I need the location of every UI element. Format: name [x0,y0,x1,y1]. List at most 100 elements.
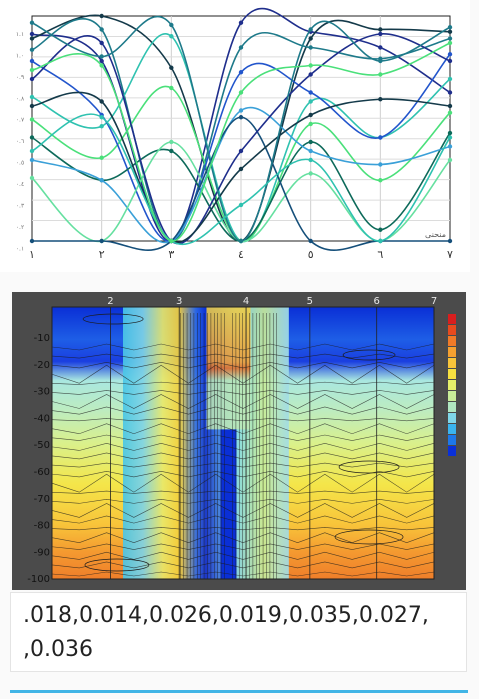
series-point [447,58,453,64]
series-point [447,25,453,30]
series-point [238,45,244,50]
heatmap-x-tick-label: 3 [176,296,182,307]
contour-line [51,571,435,577]
series-point [238,166,244,172]
heatmap-y-tick-label: -90 [34,547,50,558]
series-point [238,238,244,244]
heatmap-y-tick-label: -80 [34,521,50,532]
contour-ring [342,349,396,361]
heatmap-hotspot [206,307,251,430]
series-point [169,148,174,154]
legend-swatch [448,380,456,390]
contour-line [51,364,435,384]
series-point [378,97,383,102]
series-point [29,135,35,140]
series-point [238,115,244,120]
series-point [378,45,383,50]
series-point [378,27,383,32]
series-point [99,115,104,120]
series-point [99,155,104,160]
contour-line [51,499,435,504]
series-point [99,13,104,19]
series-point [308,148,313,154]
series-point [378,31,383,37]
series-point [447,76,453,82]
legend-swatch [448,391,456,401]
legend-swatch [448,314,456,324]
heatmap-x-tick-label: 5 [307,296,313,307]
contour-line [51,503,435,518]
legend-swatch [448,446,456,456]
series-point [447,238,453,244]
legend-swatch [448,435,456,445]
series-point [29,76,35,82]
contour-ring [334,529,404,545]
series-point [308,45,313,50]
x-tick-label: ٣ [168,248,174,261]
x-tick-label: ٤ [238,248,244,261]
series-line [31,7,451,242]
series-point [99,178,104,183]
series-point [99,63,104,68]
heatmap-y-tick-label: -40 [34,413,50,424]
series-point [99,54,104,59]
contour-line [51,353,435,359]
y-tick-label: ٠.٤ [16,181,24,188]
heatmap-x-tick-label: 7 [431,296,437,307]
series-point [29,157,35,163]
contour-ring [82,313,144,325]
series-point [99,99,104,104]
series-point [29,31,35,37]
series-point [169,34,174,39]
series-point [169,85,174,91]
series-point [99,58,104,64]
contour-line [51,515,435,524]
series-point [29,20,35,25]
x-tick-label: ٥ [308,248,314,261]
x-tick-label: ٢ [99,248,105,261]
contour-line [51,343,435,351]
legend-swatch [448,358,456,368]
value-list-card: .018,0.014,0.026,0.019,0.035,0.027, ,0.0… [10,592,467,672]
series-point [169,238,174,244]
series-point [238,70,244,75]
line-chart-card: ١ ٢ ٣ ٤ ٥ ٦ ٧ ١.١ ١.٠ ٠.٩ ٠.٨ ٠.٧ ٠.٦ ٠.٥ ٠.٤ ٠.٣ ٠.٢ ٠.١… [0,0,470,272]
legend-swatch [448,336,456,346]
legend-swatch [448,402,456,412]
series-point [447,29,453,34]
heatmap-y-tick-label: -20 [34,360,50,371]
series-point [447,90,453,95]
contour-line [51,418,435,422]
contour-line [51,452,435,460]
series-point [447,157,453,163]
series-point [238,148,244,154]
series-point [238,20,244,25]
series-point [378,238,383,244]
y-tick-label: ٠.٧ [16,117,25,124]
series-point [238,108,244,113]
series-point [308,157,313,163]
heatmap: 2 3 4 5 6 7 -10 -20 -30 -40 -50 -60 -70 -80 -90 -100 [27,296,456,585]
series-point [238,90,244,95]
legend-swatch [448,413,456,423]
x-tick-label: ١ [29,248,35,261]
series-line [31,107,451,244]
series-point [169,139,174,145]
series-point [29,238,35,244]
series-point [447,144,453,149]
y-tick-label: ٠.٥ [16,160,24,167]
series-point [29,175,35,181]
series-point [99,27,104,32]
series-point [29,117,35,122]
heatmap-y-tick-label: -50 [34,440,50,451]
series-point [447,36,453,41]
series-point [29,58,35,64]
series-point [29,36,35,41]
series-point [308,63,313,68]
series-point [447,40,453,46]
x-tick-label: ٧ [447,248,453,261]
series-point [378,135,383,140]
contour-line [51,527,435,531]
series-point [169,65,174,70]
series-point [99,40,104,46]
